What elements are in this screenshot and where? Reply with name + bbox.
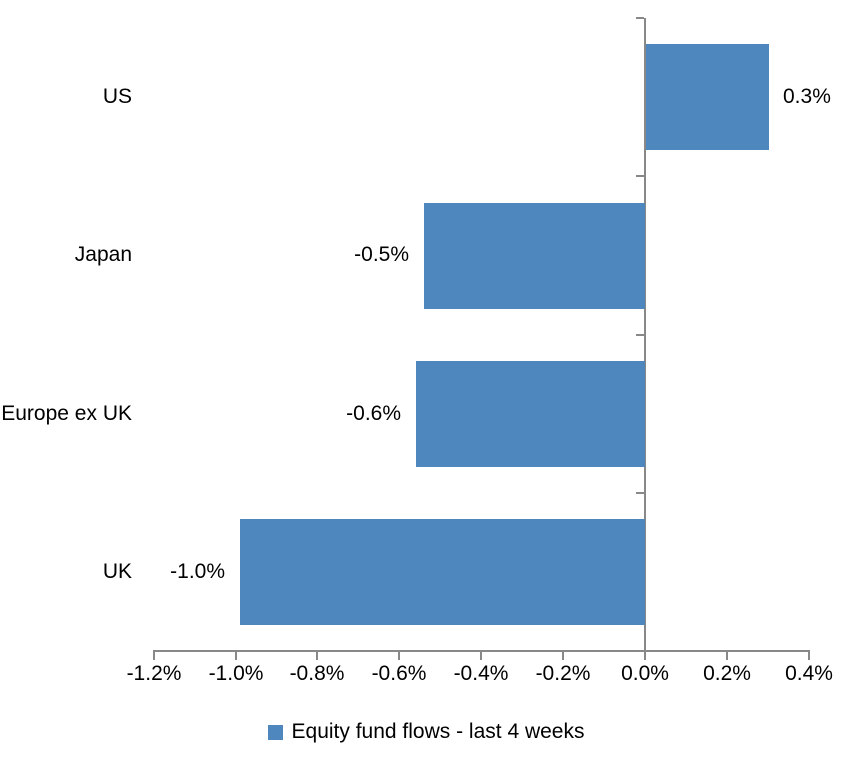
bar-us bbox=[646, 44, 769, 150]
data-label-japan: -0.5% bbox=[354, 243, 409, 266]
x-axis-tick bbox=[153, 650, 155, 660]
x-axis-tick bbox=[644, 650, 646, 660]
x-axis-tick-label: 0.2% bbox=[703, 662, 751, 685]
x-axis-tick-label: -0.4% bbox=[453, 662, 509, 685]
y-axis-tick bbox=[636, 492, 644, 494]
x-axis-tick-label: -1.0% bbox=[208, 662, 264, 685]
x-axis-tick bbox=[562, 650, 564, 660]
x-axis-tick-label: -0.6% bbox=[371, 662, 427, 685]
x-axis-tick bbox=[235, 650, 237, 660]
x-axis-tick-label: 0.0% bbox=[621, 662, 669, 685]
legend-swatch-icon bbox=[267, 724, 283, 740]
data-label-uk: -1.0% bbox=[170, 560, 225, 583]
bar-japan bbox=[424, 203, 645, 309]
bar-europe-ex-uk bbox=[416, 361, 645, 467]
category-label-japan: Japan bbox=[74, 243, 132, 266]
y-axis-tick bbox=[636, 650, 644, 652]
x-axis-tick-label: -1.2% bbox=[126, 662, 182, 685]
y-axis-line bbox=[644, 18, 646, 651]
x-axis-tick-label: 0.4% bbox=[785, 662, 833, 685]
category-label-europe-ex-uk: Europe ex UK bbox=[1, 402, 132, 425]
chart-legend: Equity fund flows - last 4 weeks bbox=[0, 716, 852, 748]
bar-uk bbox=[240, 519, 645, 625]
y-axis-tick bbox=[636, 17, 644, 19]
y-axis-tick bbox=[636, 334, 644, 336]
x-axis-tick bbox=[398, 650, 400, 660]
x-axis-tick bbox=[480, 650, 482, 660]
x-axis-tick bbox=[316, 650, 318, 660]
data-label-us: 0.3% bbox=[783, 85, 831, 108]
x-axis-tick-label: -0.8% bbox=[289, 662, 345, 685]
data-label-europe-ex-uk: -0.6% bbox=[346, 402, 401, 425]
x-axis-tick-label: -0.2% bbox=[535, 662, 591, 685]
y-axis-tick bbox=[636, 175, 644, 177]
legend-label: Equity fund flows - last 4 weeks bbox=[291, 720, 585, 743]
category-label-us: US bbox=[102, 85, 132, 108]
category-label-uk: UK bbox=[102, 560, 132, 583]
x-axis-tick bbox=[808, 650, 810, 660]
x-axis-tick bbox=[726, 650, 728, 660]
